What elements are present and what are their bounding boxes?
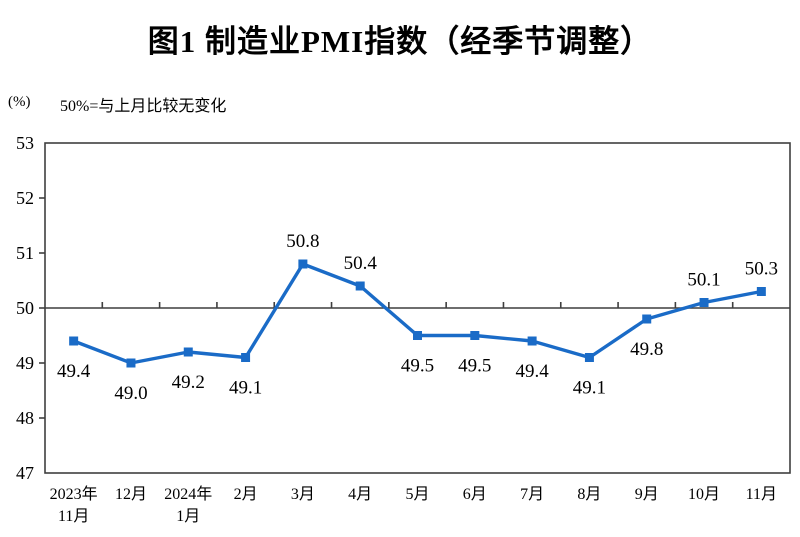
- data-label: 49.1: [229, 378, 262, 399]
- data-point-marker: [183, 347, 193, 357]
- x-axis-label: 3月: [291, 486, 315, 503]
- y-axis-unit-label: (%): [8, 94, 31, 110]
- x-axis-label: 5月: [405, 486, 429, 503]
- data-label: 49.2: [172, 372, 205, 393]
- x-axis-label-line: 4月: [348, 486, 372, 503]
- data-point-marker: [699, 298, 709, 307]
- x-axis-label: 2月: [234, 486, 258, 503]
- x-axis-label-line: 11月: [58, 508, 89, 525]
- x-axis-label-line: 7月: [520, 486, 544, 503]
- data-point-marker: [584, 353, 594, 362]
- data-point-marker: [69, 336, 79, 346]
- data-point-marker: [756, 287, 766, 296]
- x-axis-label-line: 10月: [688, 486, 720, 503]
- x-axis-label: 4月: [348, 486, 372, 503]
- x-axis-label-line: 12月: [115, 486, 147, 503]
- y-axis-label: 50: [16, 298, 34, 318]
- y-axis-label: 47: [16, 463, 34, 483]
- x-axis-label: 9月: [635, 486, 659, 503]
- data-point-marker: [126, 358, 136, 368]
- data-label: 50.3: [745, 259, 778, 280]
- x-axis-label-line: 3月: [291, 486, 315, 503]
- x-axis-label: 6月: [463, 486, 487, 503]
- x-axis-label: 2024年 1月: [164, 485, 212, 525]
- y-axis-label: 53: [16, 133, 34, 153]
- chart-title: 图1 制造业PMI指数（经季节调整）: [147, 24, 653, 59]
- data-label: 49.5: [401, 356, 434, 377]
- data-point-marker: [413, 331, 422, 340]
- y-axis-label: 51: [16, 243, 34, 263]
- y-axis-label: 49: [16, 353, 34, 373]
- y-axis-label: 48: [16, 408, 34, 428]
- data-point-marker: [470, 331, 480, 340]
- data-point-marker: [298, 259, 308, 269]
- x-axis-label-line: 2023年: [50, 485, 98, 503]
- data-point-marker: [241, 353, 251, 362]
- data-label: 50.1: [687, 270, 720, 291]
- data-label: 50.4: [344, 253, 378, 274]
- data-label: 49.4: [515, 361, 549, 382]
- x-axis-label-line: 11月: [746, 486, 777, 503]
- data-point-marker: [527, 336, 537, 346]
- x-axis-label: 2023年 11月: [50, 485, 98, 525]
- data-label: 49.4: [57, 361, 91, 382]
- x-axis-label-line: 9月: [635, 486, 659, 503]
- x-axis-label: 10月: [688, 486, 720, 503]
- x-axis-label: 12月: [115, 486, 147, 503]
- data-label: 49.1: [573, 378, 606, 399]
- x-axis-label-line: 1月: [176, 508, 200, 525]
- x-axis-label: 8月: [577, 486, 601, 503]
- x-axis-label-line: 8月: [577, 486, 601, 503]
- data-point-marker: [355, 281, 365, 291]
- x-axis-label-line: 2024年: [164, 485, 212, 503]
- reference-note: 50%=与上月比较无变化: [60, 98, 227, 115]
- data-point-marker: [642, 314, 652, 324]
- x-axis-label-line: 5月: [405, 486, 429, 503]
- data-label: 49.8: [630, 339, 663, 360]
- data-label: 50.8: [286, 231, 319, 252]
- x-axis-label: 11月: [746, 486, 777, 503]
- data-label: 49.5: [458, 356, 491, 377]
- x-axis-label-line: 2月: [234, 486, 258, 503]
- y-axis-label: 52: [16, 188, 34, 208]
- data-label: 49.0: [114, 383, 147, 404]
- x-axis-label: 7月: [520, 486, 544, 503]
- x-axis-label-line: 6月: [463, 486, 487, 503]
